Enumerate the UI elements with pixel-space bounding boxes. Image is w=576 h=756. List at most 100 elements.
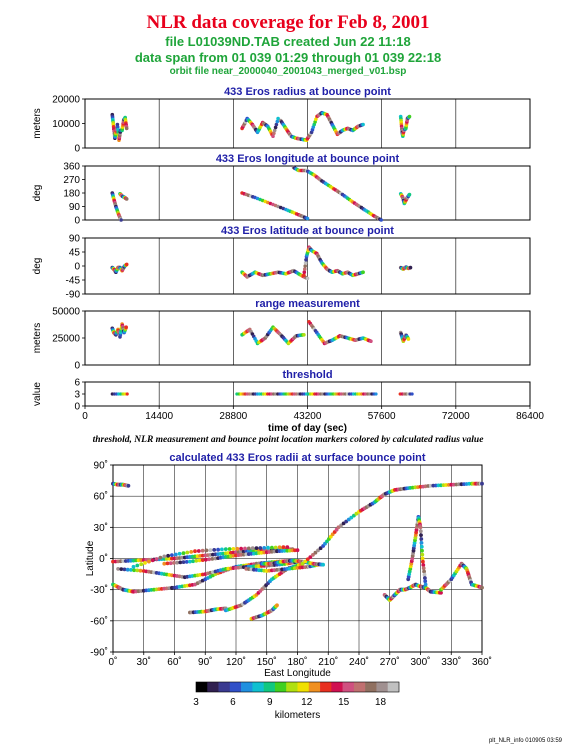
map-data-point: [175, 560, 180, 565]
map-data-point: [313, 550, 318, 555]
page-title: NLR data coverage for Feb 8, 2001: [146, 12, 430, 33]
map-y-tick-label: -30˚: [90, 584, 108, 596]
map-data-point: [122, 567, 127, 572]
y-tick-label: 90: [69, 202, 81, 213]
x-tick-label: 57600: [368, 411, 396, 422]
colorbar-swatch: [263, 682, 276, 692]
map-data-point: [193, 549, 197, 554]
map-data-point: [419, 544, 424, 549]
map-data-point: [126, 483, 131, 488]
map-data-point: [158, 555, 163, 560]
data-point: [302, 270, 307, 275]
map-data-point: [418, 529, 423, 534]
data-point: [303, 264, 308, 268]
map-data-point: [422, 572, 427, 577]
map-data-point: [303, 559, 308, 564]
map-title: calculated 433 Eros radii at surface bou…: [169, 452, 425, 464]
map-data-point: [212, 548, 217, 552]
map-data-point: [223, 547, 228, 551]
data-point: [124, 126, 129, 131]
data-point: [407, 192, 412, 197]
map-x-tick-label: 0˚: [109, 656, 118, 668]
map-data-point: [311, 553, 315, 557]
map-x-tick-label: 30˚: [137, 656, 151, 668]
data-point: [115, 125, 120, 129]
x-tick-label: 0: [82, 411, 88, 422]
colorbar-swatch: [252, 682, 264, 692]
map-data-point: [138, 568, 143, 573]
colorbar-tick-label: 18: [375, 697, 387, 708]
data-point: [303, 261, 308, 265]
map-data-point: [258, 546, 263, 550]
map-y-axis-label: Latitude: [85, 540, 96, 576]
colorbar-swatch: [241, 682, 253, 692]
colorbar-tick-label: 12: [301, 697, 313, 708]
y-tick-label: 10000: [52, 119, 80, 130]
map-data-point: [207, 557, 212, 562]
colorbar-swatch: [353, 682, 366, 692]
map-data-point: [154, 557, 159, 561]
colorbar-swatch: [196, 682, 208, 692]
map-data-point: [418, 525, 423, 530]
data-point: [406, 337, 411, 341]
colorbar-swatch: [229, 682, 242, 692]
colorbar-swatch: [376, 682, 389, 692]
data-point: [305, 216, 310, 221]
map-data-point: [254, 546, 259, 550]
map-data-point: [421, 563, 426, 567]
threshold-point: [112, 392, 116, 396]
data-point: [407, 114, 412, 119]
threshold-point: [410, 392, 414, 396]
x-tick-label: 14400: [145, 411, 173, 422]
x-axis-label: time of day (sec): [268, 423, 347, 434]
map-x-tick-label: 300˚: [410, 656, 430, 668]
map-data-point: [420, 552, 425, 557]
map-data-point: [277, 545, 282, 550]
map-data-point: [227, 547, 232, 551]
map-data-point: [305, 557, 310, 562]
map-data-point: [200, 548, 205, 553]
figure-caption: threshold, NLR measurement and bounce po…: [92, 435, 484, 445]
map-data-point: [139, 562, 144, 567]
map-x-tick-label: 90˚: [198, 656, 212, 668]
map-data-point: [197, 558, 202, 563]
y-axis-label: meters: [32, 108, 43, 139]
map-data-point: [132, 568, 137, 573]
data-point: [124, 325, 128, 330]
map-data-point: [143, 561, 147, 565]
colorbar-swatch: [274, 682, 287, 692]
map-y-tick-label: -60˚: [90, 615, 108, 627]
y-tick-label: 6: [74, 378, 80, 389]
y-tick-label: 180: [63, 189, 80, 200]
y-axis-label: deg: [32, 185, 43, 202]
colorbar-swatch: [320, 682, 332, 692]
map-data-point: [336, 525, 341, 530]
map-data-point: [194, 558, 199, 563]
map-x-tick-label: 150˚: [257, 656, 277, 668]
map-data-point: [321, 562, 325, 567]
y-tick-label: -90: [66, 290, 81, 301]
colorbar-label: kilometers: [275, 710, 321, 721]
data-point: [271, 134, 275, 138]
data-point: [302, 333, 306, 337]
data-point: [275, 119, 280, 124]
map-y-tick-label: 90˚: [94, 460, 108, 472]
map-x-tick-label: 240˚: [349, 656, 369, 668]
data-point: [276, 116, 280, 121]
y-tick-label: 20000: [52, 95, 80, 106]
map-data-point: [318, 546, 323, 551]
data-point: [304, 258, 308, 262]
map-data-point: [250, 546, 255, 551]
x-tick-label: 72000: [442, 411, 470, 422]
panel-title: threshold: [282, 369, 332, 381]
map-data-point: [246, 546, 251, 551]
data-point: [115, 122, 120, 127]
data-point: [408, 265, 413, 270]
map-data-point: [419, 533, 423, 537]
map-data-point: [243, 546, 247, 551]
data-point: [361, 122, 365, 127]
map-data-point: [216, 547, 221, 552]
y-tick-label: 25000: [52, 334, 80, 345]
map-data-point: [439, 590, 443, 595]
